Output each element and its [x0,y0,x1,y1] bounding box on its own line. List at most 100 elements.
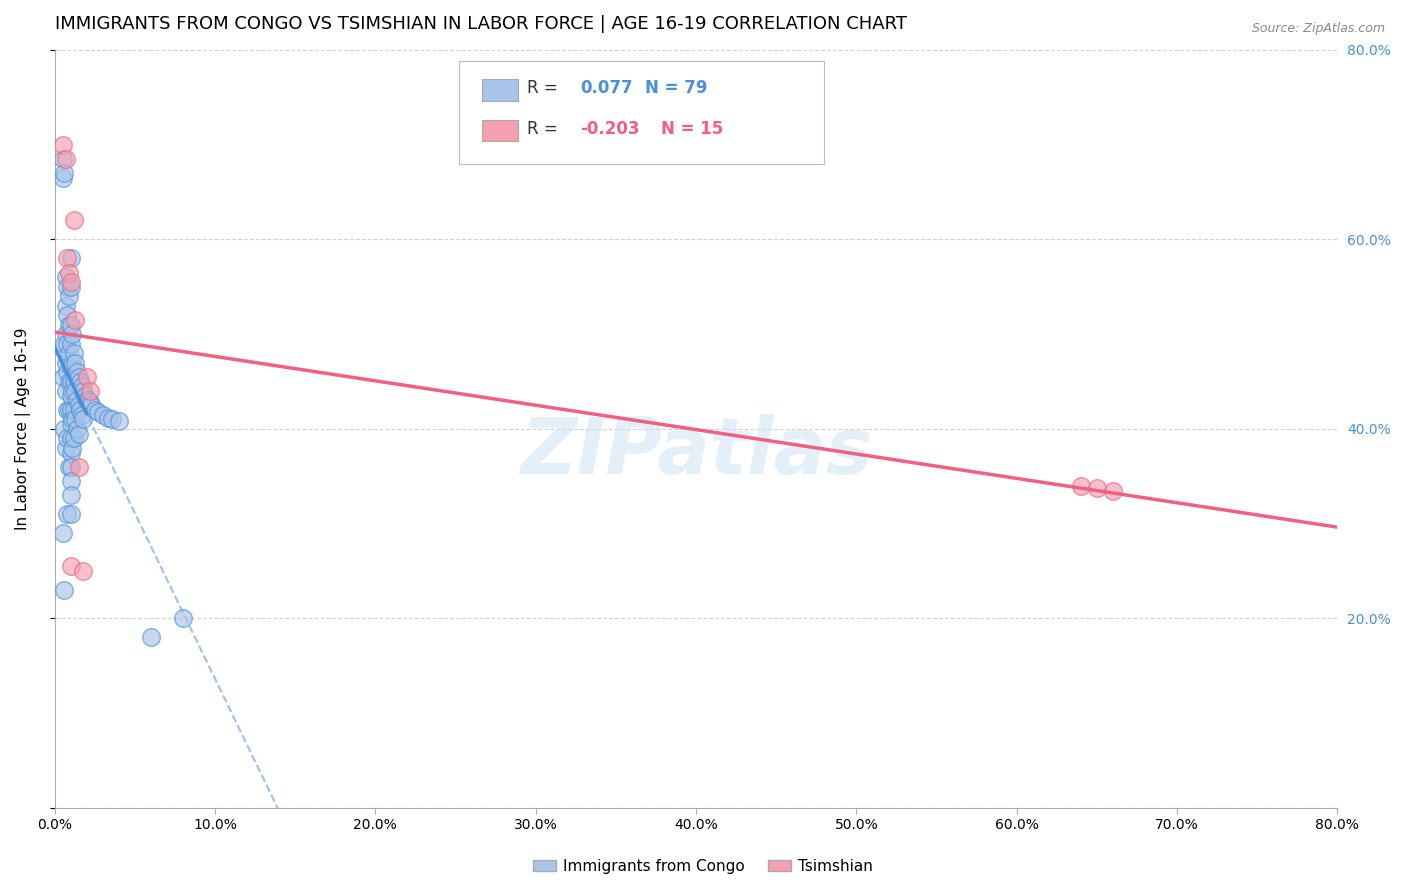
Point [59,459,82,474]
Point [59,417,82,432]
Point [59,403,82,417]
Point [59,445,82,459]
Point [58,266,80,280]
Point [101,412,124,426]
Point [56,336,79,351]
Point [59,488,82,502]
Point [59,275,82,289]
Point [83,403,105,417]
Point [58,459,80,474]
Point [1102,483,1125,498]
Point [63,346,86,360]
Point [53,336,76,351]
Point [172,611,194,625]
Point [52,170,75,185]
Point [66,393,89,408]
Point [59,279,82,293]
Point [59,559,82,574]
Text: R =: R = [527,79,562,97]
Legend: Immigrants from Congo, Tsimshian: Immigrants from Congo, Tsimshian [527,853,879,880]
Point [58,318,80,332]
Point [56,403,79,417]
Point [77,393,100,408]
Point [63,213,86,227]
Point [70,379,93,393]
Point [59,389,82,403]
Point [65,313,87,327]
Point [79,395,101,409]
Point [70,408,93,422]
Point [1085,481,1108,495]
Point [96,410,118,425]
FancyBboxPatch shape [482,120,517,141]
Point [59,375,82,389]
Point [56,507,79,521]
Point [65,355,87,369]
Point [53,166,76,180]
Point [58,289,80,303]
Point [52,152,75,166]
Point [67,426,90,441]
Point [72,384,94,398]
Point [59,431,82,445]
Point [60,412,83,426]
Text: R =: R = [527,120,562,137]
Point [52,137,75,152]
Point [55,355,77,369]
Point [59,336,82,351]
Point [56,252,79,266]
Point [60,441,83,455]
Text: N = 79: N = 79 [645,79,707,97]
Point [58,375,80,389]
Point [52,369,75,384]
Point [72,412,94,426]
Point [59,474,82,488]
Point [87,405,110,419]
Point [67,369,90,384]
Point [56,308,79,322]
Point [69,403,91,417]
Text: ZIPatlas: ZIPatlas [520,414,872,490]
Point [63,403,86,417]
Y-axis label: In Labor Force | Age 16-19: In Labor Force | Age 16-19 [15,327,31,530]
Point [76,369,98,384]
Point [67,398,90,412]
Point [75,389,97,403]
FancyBboxPatch shape [458,62,824,163]
Point [55,441,77,455]
Point [55,384,77,398]
Point [56,365,79,379]
Point [79,384,101,398]
Text: N = 15: N = 15 [661,120,724,137]
Point [52,526,75,541]
Text: IMMIGRANTS FROM CONGO VS TSIMSHIAN IN LABOR FORCE | AGE 16-19 CORRELATION CHART: IMMIGRANTS FROM CONGO VS TSIMSHIAN IN LA… [55,15,907,33]
Point [63,431,86,445]
Point [66,365,89,379]
Text: -0.203: -0.203 [581,120,640,137]
Text: 0.077: 0.077 [581,79,633,97]
Point [53,422,76,436]
Point [59,507,82,521]
Point [53,582,76,597]
Point [59,318,82,332]
Point [76,393,98,408]
Point [91,408,114,422]
Point [56,279,79,293]
Point [107,414,129,428]
Point [59,252,82,266]
Point [55,152,77,166]
Point [59,360,82,375]
FancyBboxPatch shape [482,79,517,101]
Point [63,375,86,389]
Point [58,403,80,417]
Point [65,412,87,426]
Point [69,375,91,389]
Text: Source: ZipAtlas.com: Source: ZipAtlas.com [1251,22,1385,36]
Point [66,422,89,436]
Point [58,346,80,360]
Point [55,327,77,342]
Point [55,270,77,285]
Point [67,459,90,474]
Point [60,384,83,398]
Point [80,398,103,412]
